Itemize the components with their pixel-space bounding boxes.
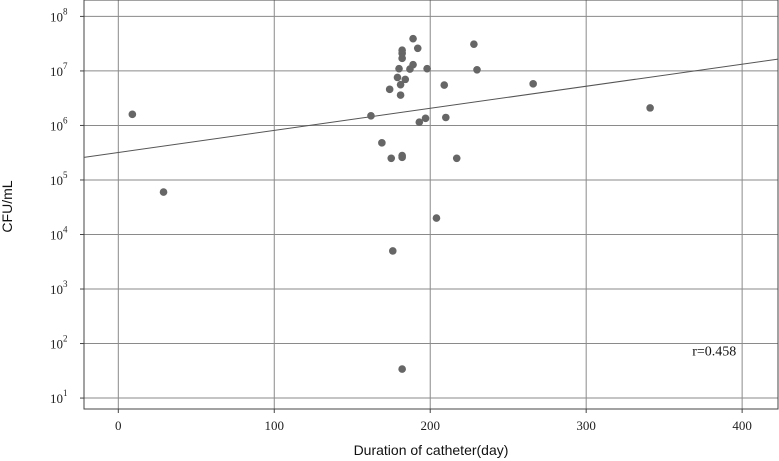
data-point [367, 112, 375, 120]
y-tick-exponent: 7 [63, 61, 68, 71]
plot-area-frame [83, 0, 779, 410]
y-tick-base: 10 [50, 118, 63, 133]
data-points [128, 34, 654, 373]
data-point [387, 154, 396, 163]
y-tick-label: 108 [50, 6, 68, 24]
y-tick-base: 10 [50, 391, 63, 406]
data-point [393, 73, 402, 82]
data-point [409, 60, 417, 69]
data-point [401, 75, 410, 84]
y-tick-exponent: 4 [63, 224, 68, 234]
y-tick-label: 101 [50, 388, 68, 406]
y-tick-label: 105 [50, 170, 68, 188]
data-point [396, 80, 405, 89]
x-axis-ticks: 0 100 200 300 400 [115, 418, 752, 433]
y-tick-label: 102 [50, 334, 68, 352]
y-tick-exponent: 1 [63, 388, 68, 398]
annotations: r=0.458 [692, 344, 736, 359]
data-point [396, 91, 405, 99]
data-point [398, 46, 406, 55]
x-tick-label: 300 [576, 418, 596, 433]
y-tick-base: 10 [50, 227, 63, 242]
data-point [398, 153, 406, 162]
data-point [432, 214, 441, 222]
y-tick-base: 10 [50, 282, 63, 297]
y-tick-base: 10 [50, 64, 63, 79]
y-tick-exponent: 6 [63, 115, 68, 125]
x-tick-label: 0 [115, 418, 122, 433]
y-tick-exponent: 5 [63, 170, 68, 180]
data-point [385, 85, 394, 94]
y-tick-label: 106 [50, 115, 68, 133]
data-point [646, 104, 654, 112]
y-tick-label: 104 [50, 224, 68, 242]
data-point [470, 40, 478, 48]
data-point [415, 118, 424, 126]
regression-fit-line [83, 58, 779, 158]
data-point [413, 44, 422, 53]
grid-lines [84, 0, 778, 409]
data-point [159, 188, 168, 196]
x-tick-label: 400 [732, 418, 752, 433]
x-tick-label: 100 [265, 418, 285, 433]
y-tick-exponent: 2 [63, 334, 68, 344]
data-point [395, 64, 403, 73]
y-axis-title: CFU/mL [0, 180, 15, 232]
data-point [421, 114, 430, 123]
y-tick-base: 10 [50, 9, 63, 24]
y-tick-exponent: 8 [63, 6, 68, 16]
data-point [388, 247, 397, 255]
data-point [442, 113, 450, 122]
data-point [440, 81, 449, 89]
data-point [128, 110, 137, 119]
data-point [409, 34, 417, 43]
y-tick-base: 10 [50, 173, 63, 188]
y-tick-exponent: 3 [63, 279, 68, 289]
x-tick-label: 200 [420, 418, 440, 433]
data-point [423, 64, 431, 73]
y-tick-base: 10 [50, 337, 63, 352]
y-tick-label: 107 [50, 61, 68, 79]
data-point [378, 139, 386, 147]
x-axis-title: Duration of catheter(day) [354, 442, 509, 458]
data-point [529, 80, 537, 88]
data-point [473, 65, 481, 74]
y-tick-label: 103 [50, 279, 68, 297]
data-point [398, 365, 406, 373]
data-point [452, 154, 461, 163]
correlation-annotation: r=0.458 [692, 344, 736, 359]
